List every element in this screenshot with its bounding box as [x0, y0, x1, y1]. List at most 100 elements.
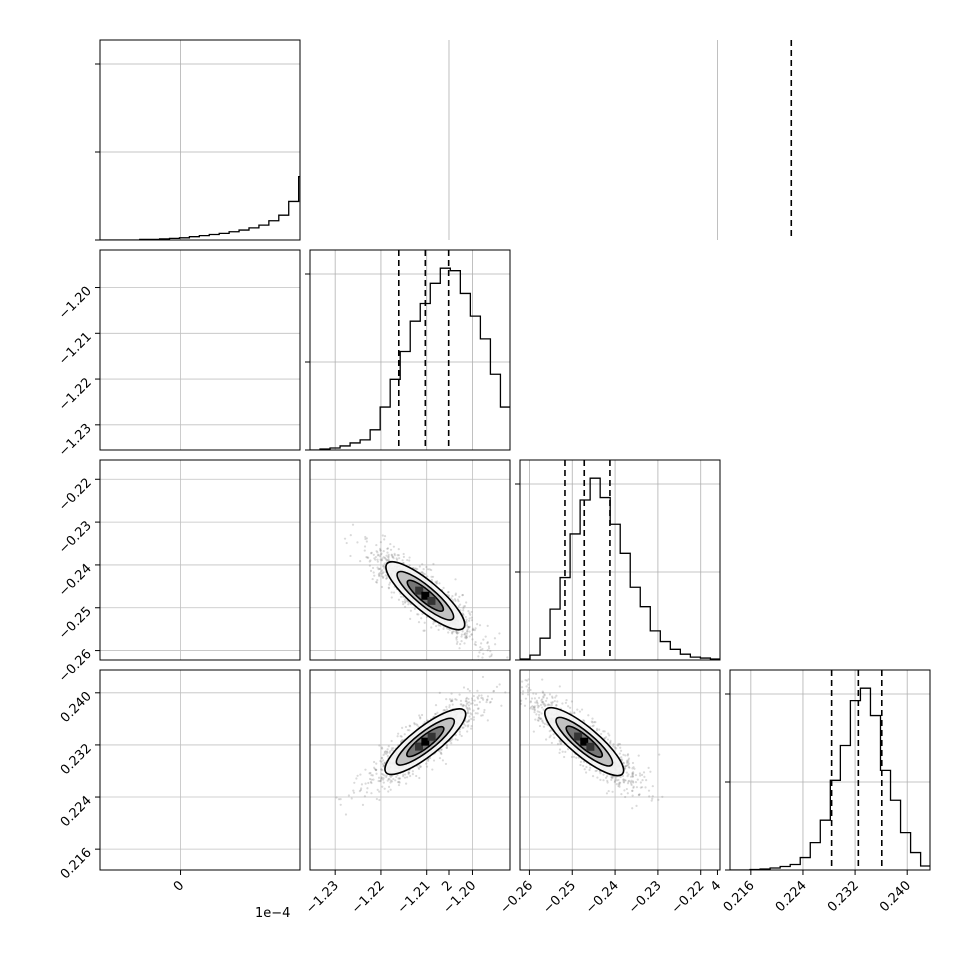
sample-point: [966, 335, 968, 337]
sample-point: [387, 556, 389, 558]
sample-point: [455, 631, 457, 633]
sample-point: [962, 748, 964, 750]
contour-level-2: [960, 319, 970, 351]
sample-point: [964, 368, 966, 370]
sample-point: [471, 611, 473, 613]
sample-point: [432, 563, 434, 565]
sample-point: [956, 747, 958, 749]
sample-point: [959, 761, 961, 763]
sample-point: [968, 357, 970, 359]
sample-point: [964, 373, 966, 375]
sample-point: [952, 749, 954, 751]
sample-point: [966, 334, 968, 336]
sample-point: [963, 323, 965, 325]
sample-point: [963, 603, 965, 605]
sample-point: [962, 341, 964, 343]
sample-point: [959, 773, 961, 775]
sample-point: [966, 341, 968, 343]
sample-point: [967, 344, 969, 346]
sample-point: [475, 644, 477, 646]
sample-point: [381, 569, 383, 571]
sample-point: [965, 729, 967, 731]
sample-point: [961, 770, 963, 772]
sample-point: [959, 341, 961, 343]
sample-point: [963, 579, 965, 581]
sample-point: [959, 357, 961, 359]
sample-point: [966, 341, 968, 343]
sample-point: [966, 599, 968, 601]
sample-point: [964, 592, 966, 594]
sample-point: [966, 371, 968, 373]
sample-point: [966, 757, 968, 759]
sample-point: [404, 773, 406, 775]
sample-point: [963, 377, 965, 379]
sample-point: [382, 778, 384, 780]
sample-point: [965, 763, 967, 765]
sample-point: [962, 340, 964, 342]
sample-point: [958, 589, 960, 591]
sample-point: [479, 646, 481, 648]
sample-point: [953, 575, 955, 577]
sample-point: [957, 578, 959, 580]
sample-point: [959, 766, 961, 768]
sample-point: [963, 772, 965, 774]
sample-point: [967, 729, 969, 731]
sample-point: [965, 345, 967, 347]
sample-point: [951, 572, 953, 574]
sample-point: [963, 338, 965, 340]
sample-point: [958, 754, 960, 756]
sample-point: [966, 336, 968, 338]
sample-point: [457, 598, 459, 600]
sample-point: [963, 570, 965, 572]
sample-point: [949, 587, 951, 589]
sample-point: [962, 372, 964, 374]
sample-point: [964, 750, 966, 752]
sample-point: [958, 571, 960, 573]
sample-point: [436, 582, 438, 584]
sample-point: [953, 759, 955, 761]
sample-point: [960, 336, 962, 338]
sample-point: [962, 592, 964, 594]
sample-point: [957, 748, 959, 750]
sample-point: [966, 596, 968, 598]
sample-point: [955, 363, 957, 365]
sample-point: [946, 342, 948, 344]
sample-point: [964, 592, 966, 594]
sample-point: [458, 694, 460, 696]
sample-point: [966, 783, 968, 785]
sample-point: [964, 782, 966, 784]
sample-point: [951, 754, 953, 756]
sample-point: [962, 344, 964, 346]
sample-point: [961, 343, 963, 345]
sample-point: [964, 575, 966, 577]
sample-point: [952, 761, 954, 763]
sample-point: [964, 343, 966, 345]
sample-point: [951, 591, 953, 593]
histogram-step-0: [100, 58, 398, 240]
sample-point: [967, 370, 969, 372]
sample-point: [967, 727, 969, 729]
sample-point: [951, 578, 953, 580]
sample-point: [955, 774, 957, 776]
sample-point: [381, 573, 383, 575]
sample-point: [519, 663, 521, 665]
sample-point: [964, 339, 966, 341]
sample-point: [958, 775, 960, 777]
sample-point: [948, 336, 950, 338]
sample-point: [956, 356, 958, 358]
sample-point: [962, 770, 964, 772]
sample-point: [443, 587, 445, 589]
sample-point: [966, 609, 968, 611]
sample-point: [964, 592, 966, 594]
sample-point: [962, 331, 964, 333]
sample-point: [967, 583, 969, 585]
sample-point: [409, 775, 411, 777]
sample-point: [962, 598, 964, 600]
sample-point: [946, 751, 948, 753]
sample-point: [961, 563, 963, 565]
sample-point: [967, 742, 969, 744]
sample-point: [962, 335, 964, 337]
sample-point: [957, 336, 959, 338]
sample-point: [965, 566, 967, 568]
sample-point: [958, 361, 960, 363]
